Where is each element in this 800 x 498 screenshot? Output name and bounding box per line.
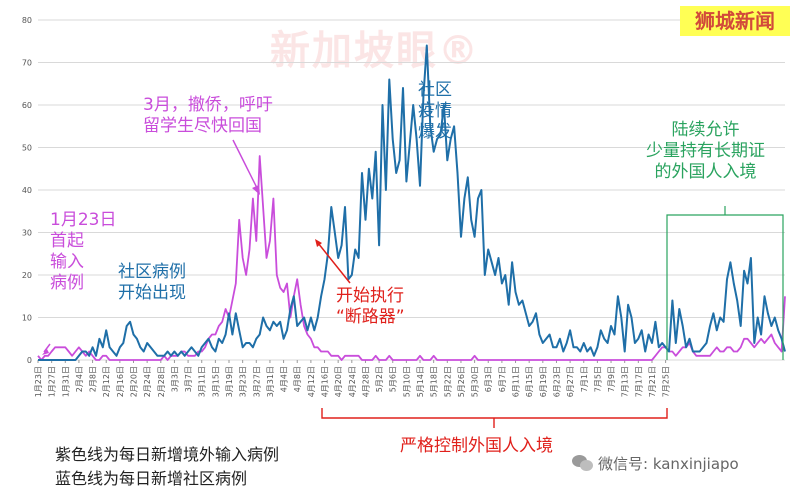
x-tick-label: 4月24日 (348, 366, 357, 397)
x-tick-label: 6月27日 (566, 366, 575, 397)
x-tick-label: 2月4日 (75, 366, 84, 392)
x-tick-label: 1月31日 (61, 366, 70, 397)
annotation-allow-entry: 陆续允许 少量持有长期证 的外国人入境 (646, 120, 765, 182)
grid-layer (38, 19, 785, 361)
y-tick-label: 60 (22, 101, 32, 110)
x-tick-label: 2月20日 (130, 366, 139, 397)
y-tick-label: 40 (22, 186, 32, 195)
x-tick-label: 7月5日 (593, 366, 602, 392)
x-tick-labels: 1月23日 1月27日 1月31日 2月4日 2月8日 2月12日 2月16日 2月20日 2月… (34, 360, 671, 397)
x-tick-label: 3月15日 (211, 366, 220, 397)
arrow-march-head (252, 185, 260, 195)
bracket-strict (321, 408, 668, 419)
x-tick-label: 7月25日 (662, 366, 671, 397)
wechat-label: 微信号: kanxinjiapo (598, 455, 739, 473)
wechat-id: 微信号: kanxinjiapo (572, 453, 739, 474)
x-tick-label: 5月10日 (402, 366, 411, 397)
x-tick-label: 7月21日 (648, 366, 657, 397)
x-tick-label: 5月22日 (443, 366, 452, 397)
x-tick-label: 4月12日 (307, 366, 316, 397)
x-tick-label: 6月15日 (525, 366, 534, 397)
series-community-line (38, 44, 786, 361)
annotation-community-start: 社区病例 开始出现 (118, 262, 186, 303)
x-tick-label: 5月6日 (389, 366, 398, 392)
x-tick-label: 1月23日 (34, 366, 43, 397)
annotation-breaker: 开始执行 “断路器” (336, 286, 405, 327)
brand-logo: 狮城新闻 (680, 6, 790, 36)
x-tick-label: 4月20日 (334, 366, 343, 397)
y-tick-labels: 0 10 20 30 40 50 60 70 80 (22, 16, 32, 365)
x-tick-label: 4月8日 (293, 366, 302, 392)
note-purple: 紫色线为每日新增境外输入病例 (55, 445, 280, 464)
x-tick-label: 6月19日 (539, 366, 548, 397)
x-tick-label: 6月3日 (484, 366, 493, 392)
x-tick-label: 3月11日 (198, 366, 207, 397)
x-tick-label: 2月12日 (102, 366, 111, 397)
x-tick-label: 4月16日 (321, 366, 330, 397)
x-tick-label: 5月14日 (416, 366, 425, 397)
x-tick-label: 2月24日 (143, 366, 152, 397)
x-tick-label: 5月30日 (471, 366, 480, 397)
x-tick-label: 3月19日 (225, 366, 234, 397)
wechat-icon (572, 454, 594, 473)
x-tick-label: 2月28日 (157, 366, 166, 397)
x-tick-label: 5月26日 (457, 366, 466, 397)
x-tick-label: 3月27日 (252, 366, 261, 397)
y-tick-label: 20 (22, 271, 32, 280)
x-tick-label: 2月8日 (89, 366, 98, 392)
annotation-strict-control: 严格控制外国人入境 (400, 436, 553, 456)
x-tick-label: 4月4日 (280, 366, 289, 392)
arrow-march (232, 139, 259, 191)
arrow-jan23-head (42, 349, 49, 355)
x-tick-label: 2月16日 (116, 366, 125, 397)
y-tick-label: 30 (22, 229, 32, 238)
x-tick-label: 7月9日 (607, 366, 616, 392)
x-tick-label: 6月11日 (512, 366, 521, 397)
x-tick-label: 6月7日 (498, 366, 507, 392)
series-imported-line (37, 155, 786, 361)
x-tick-label: 3月3日 (170, 366, 179, 392)
x-tick-label: 7月13日 (621, 366, 630, 397)
annotation-march: 3月，撤侨，呼吁 留学生尽快回国 (143, 95, 273, 136)
watermark: 新加坡眼® (270, 28, 480, 74)
x-tick-label: 6月23日 (552, 366, 561, 397)
x-tick-label: 5月18日 (430, 366, 439, 397)
x-tick-label: 7月17日 (634, 366, 643, 397)
x-tick-label: 3月7日 (184, 366, 193, 392)
x-tick-label: 7月1日 (580, 366, 589, 392)
x-tick-label: 3月31日 (266, 366, 275, 397)
x-tick-label: 3月23日 (239, 366, 248, 397)
arrow-jan23 (43, 343, 51, 353)
x-tick-label: 1月27日 (48, 366, 57, 397)
series-layer (37, 44, 786, 361)
annotation-jan23: 1月23日 首起 输入 病例 (50, 210, 117, 293)
x-tick-label: 5月2日 (375, 366, 384, 392)
y-tick-label: 70 (22, 59, 32, 68)
arrow-breaker-head (315, 239, 322, 247)
annotation-outbreak: 社区 疫情 爆发 (418, 80, 452, 142)
y-tick-label: 10 (22, 314, 32, 323)
bracket-layer (42, 139, 784, 428)
y-tick-label: 50 (22, 144, 32, 153)
note-blue: 蓝色线为每日新增社区病例 (55, 469, 248, 488)
y-tick-label: 80 (22, 16, 32, 25)
y-tick-label: 0 (27, 356, 32, 365)
x-tick-label: 4月28日 (361, 366, 370, 397)
arrow-breaker (317, 242, 351, 284)
